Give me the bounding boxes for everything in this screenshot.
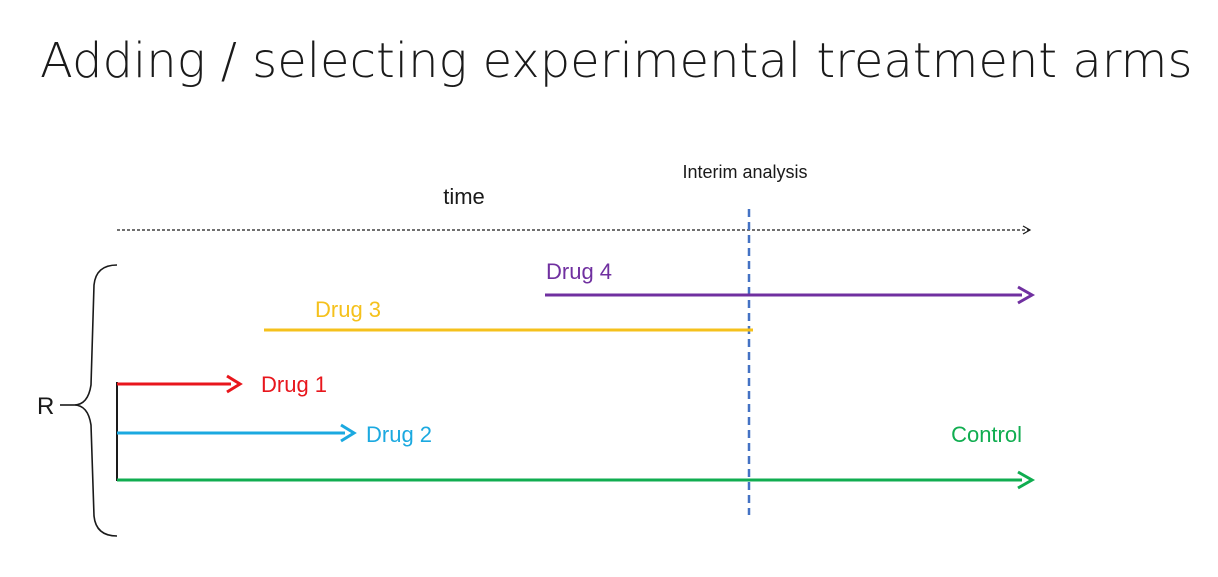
arm-drug3: Drug 3 <box>264 297 753 332</box>
arm-drug1-arrowhead <box>226 374 243 394</box>
arm-control: Control <box>117 422 1036 490</box>
arm-drug1-label: Drug 1 <box>261 372 327 397</box>
arm-drug2-label: Drug 2 <box>366 422 432 447</box>
interim-analysis-label: Interim analysis <box>682 162 807 182</box>
randomization-brace: R <box>37 264 118 537</box>
brace-shape <box>73 264 118 537</box>
arm-control-label: Control <box>951 422 1022 447</box>
arm-drug4-label: Drug 4 <box>546 259 612 284</box>
time-label: time <box>443 184 485 209</box>
interim-analysis: Interim analysis <box>682 162 808 515</box>
arm-drug4: Drug 4 <box>545 259 1036 305</box>
time-axis: time <box>117 184 1032 235</box>
arm-drug2-arrowhead <box>340 423 357 443</box>
arm-drug4-arrowhead <box>1017 285 1036 305</box>
arm-drug2: Drug 2 <box>117 422 432 447</box>
arm-drug1: Drug 1 <box>117 372 327 397</box>
arm-control-arrowhead <box>1017 470 1036 490</box>
slide-title: Adding / selecting experimental treatmen… <box>40 33 1193 89</box>
randomization-label: R <box>37 393 54 420</box>
arm-drug3-label: Drug 3 <box>315 297 381 322</box>
